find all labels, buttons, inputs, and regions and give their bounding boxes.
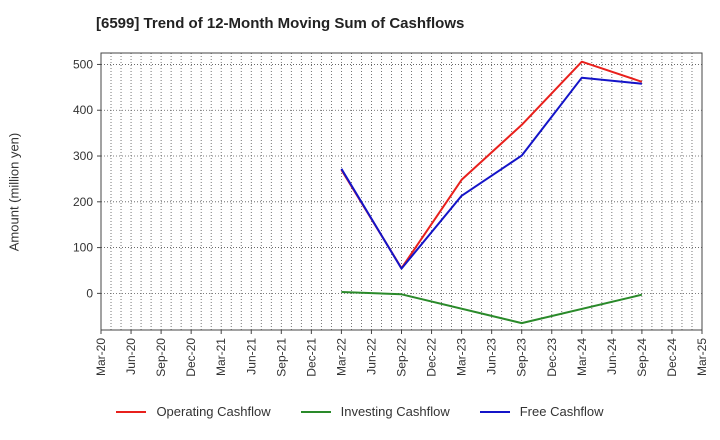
legend-swatch — [300, 410, 331, 413]
series-lines — [340, 60, 643, 325]
legend-item: Operating Cashflow — [116, 404, 271, 419]
x-tick-label: Jun-21 — [244, 338, 258, 375]
x-tick-label: Mar-25 — [695, 338, 709, 376]
y-tick-label: 200 — [73, 195, 93, 209]
legend-item: Investing Cashflow — [300, 404, 450, 419]
x-tick-label: Dec-21 — [304, 338, 318, 377]
series-line-free-cashflow — [340, 76, 642, 270]
x-tick-label: Jun-24 — [605, 338, 619, 375]
x-tick-label: Jun-20 — [124, 338, 138, 375]
chart-title: [6599] Trend of 12-Month Moving Sum of C… — [96, 15, 465, 32]
legend: Operating Cashflow Investing Cashflow Free… — [0, 404, 720, 419]
x-tick-label: Mar-24 — [575, 338, 589, 376]
x-tick-label: Mar-21 — [214, 338, 228, 376]
legend-swatch — [479, 410, 510, 413]
legend-label: Operating Cashflow — [156, 404, 271, 419]
legend-label: Free Cashflow — [519, 404, 604, 419]
tick-labels: 0 100 200 300 400 500 Mar-20 Jun-20 Sep-20 Dec-20… — [73, 57, 709, 376]
x-tick-label: Sep-20 — [154, 338, 168, 377]
x-tick-label: Dec-23 — [545, 338, 559, 377]
x-tick-label: Dec-20 — [184, 338, 198, 377]
x-tick-label: Jun-22 — [364, 338, 378, 375]
x-tick-label: Mar-20 — [94, 338, 108, 376]
x-tick-label: Sep-23 — [515, 338, 529, 377]
x-tick-label: Sep-24 — [635, 338, 649, 377]
y-tick-label: 400 — [73, 103, 93, 117]
x-tick-label: Mar-22 — [334, 338, 348, 376]
x-tick-label: Sep-22 — [395, 338, 409, 377]
series-line-investing-cashflow — [341, 291, 643, 325]
x-tick-label: Dec-22 — [425, 338, 439, 377]
y-tick-label: 300 — [73, 149, 93, 163]
x-tick-label: Sep-21 — [274, 338, 288, 377]
legend-swatch — [116, 410, 147, 413]
y-tick-label: 0 — [86, 286, 93, 300]
y-tick-label: 500 — [73, 57, 93, 71]
x-tick-label: Mar-23 — [455, 338, 469, 376]
axes — [97, 52, 703, 334]
chart-plot: 0 100 200 300 400 500 Mar-20 Jun-20 Sep-20 Dec-20… — [73, 52, 709, 377]
x-tick-label: Dec-24 — [665, 338, 679, 377]
x-tick-label: Jun-23 — [485, 338, 499, 375]
y-tick-label: 100 — [73, 241, 93, 255]
legend-label: Investing Cashflow — [340, 404, 450, 419]
grid-lines — [101, 53, 702, 330]
legend-item: Free Cashflow — [479, 404, 604, 419]
